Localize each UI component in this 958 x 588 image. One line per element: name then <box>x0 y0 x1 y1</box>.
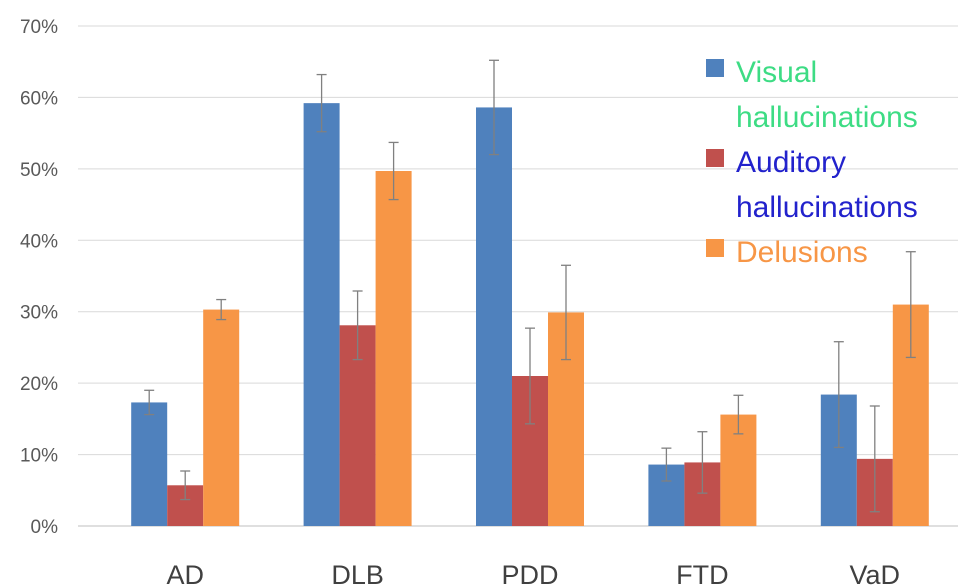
x-axis-category-labels: AD DLB PDD FTD VaD <box>166 560 900 588</box>
y-tick-label: 30% <box>20 303 58 324</box>
y-tick-label: 10% <box>20 446 58 467</box>
y-tick-label: 40% <box>20 231 58 252</box>
error-bars <box>144 59 916 513</box>
x-category-label: VaD <box>850 560 901 588</box>
legend-label: hallucinations <box>736 101 918 134</box>
y-tick-label: 70% <box>20 17 58 38</box>
x-category-label: PDD <box>501 560 558 588</box>
bar <box>476 107 512 526</box>
bar <box>303 103 340 527</box>
legend: Visual hallucinations Auditory hallucinatio… <box>706 56 918 269</box>
legend-swatch <box>706 59 724 77</box>
y-tick-label: 0% <box>31 517 59 538</box>
bar <box>375 171 412 526</box>
y-tick-label: 60% <box>20 88 58 109</box>
x-category-label: AD <box>166 560 204 588</box>
bar <box>131 402 168 526</box>
legend-label: Delusions <box>736 236 868 269</box>
legend-label: Auditory <box>736 146 846 179</box>
y-tick-label: 20% <box>20 374 58 395</box>
y-tick-label: 50% <box>20 160 58 181</box>
legend-swatch <box>706 239 724 257</box>
bar-series <box>131 103 929 527</box>
bar <box>203 309 240 526</box>
legend-label: hallucinations <box>736 191 918 224</box>
y-axis-tick-labels: 0% 10% 20% 30% 40% 50% 60% 70% <box>20 17 58 538</box>
x-category-label: FTD <box>676 560 728 588</box>
x-category-label: DLB <box>331 560 384 588</box>
legend-swatch <box>706 149 724 167</box>
legend-label: Visual <box>736 56 817 89</box>
